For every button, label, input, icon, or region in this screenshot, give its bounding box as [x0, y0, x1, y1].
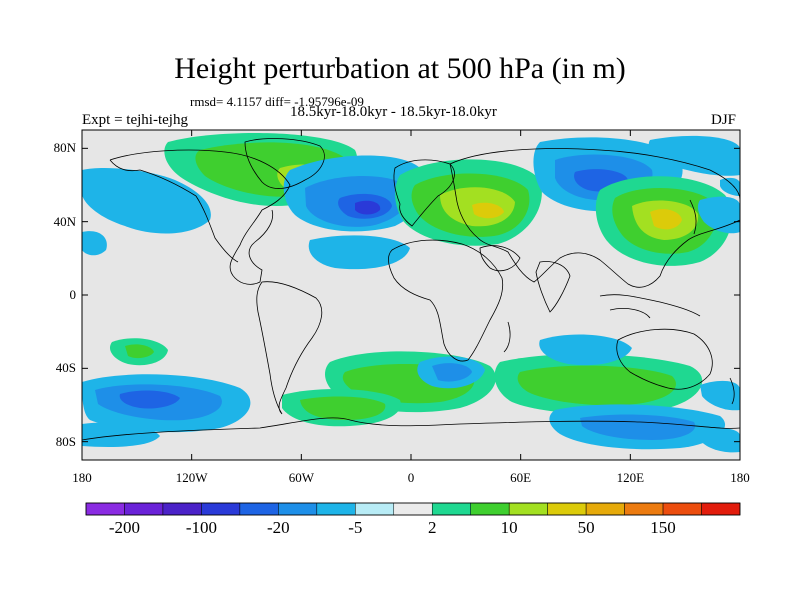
- coastline-greenland: [244, 138, 325, 189]
- latitude-label: 80N: [53, 140, 76, 156]
- field-contour: [432, 363, 472, 382]
- colorbar-swatch: [162, 502, 202, 516]
- colorbar-swatch: [624, 502, 664, 516]
- colorbar-swatch: [431, 502, 471, 516]
- coastline-new-zealand: [729, 377, 735, 405]
- colorbar-swatch: [470, 502, 510, 516]
- coastline-indonesia: [599, 294, 701, 319]
- longitude-label: 60W: [288, 470, 314, 485]
- latitude-label: 0: [69, 287, 77, 302]
- colorbar-swatch: [508, 502, 548, 516]
- field-contour: [82, 168, 211, 234]
- coastline-north-america: [109, 149, 291, 285]
- coastline-india: [535, 261, 571, 313]
- coastline-alaska-canada: [109, 159, 239, 263]
- rmsd-diff-stats: rmsd= 4.1157 diff= -1.95796e-09: [190, 94, 364, 109]
- colorbar-swatch: [701, 502, 741, 516]
- longitude-label: 0: [407, 470, 415, 485]
- latitude-label: 40N: [53, 213, 76, 229]
- colorbar-swatch: [316, 502, 356, 516]
- coastline-asia: [449, 148, 740, 288]
- latitude-ticks: [82, 147, 740, 443]
- field-contour: [720, 177, 740, 196]
- coastline-japan: [689, 199, 697, 235]
- longitude-ticks: [81, 130, 741, 460]
- colorbar-label: 10: [500, 518, 518, 537]
- colorbar-swatch: [662, 502, 702, 516]
- period-label: 18.5kyr-18.0kyr - 18.5kyr-18.0kyr: [290, 104, 497, 120]
- field-contour: [539, 334, 632, 366]
- colorbar-label: -200: [108, 518, 141, 537]
- colorbar-swatch: [239, 502, 279, 516]
- colorbar-swatch: [585, 502, 625, 516]
- colorbar-label: -100: [185, 518, 217, 537]
- colorbar-swatch: [547, 502, 587, 516]
- coastline-australia: [616, 328, 713, 390]
- field-contour: [472, 202, 504, 219]
- colorbar-label: 150: [650, 518, 676, 537]
- colorbar-label: -20: [267, 518, 290, 537]
- latitude-label: 80S: [55, 433, 76, 449]
- colorbar-swatch: [278, 502, 318, 516]
- longitude-label: 180: [730, 470, 750, 485]
- field-contour: [308, 235, 410, 270]
- colorbar: [85, 502, 741, 516]
- coastline-africa: [388, 239, 504, 362]
- colorbar-swatch: [85, 502, 125, 516]
- field-contour: [125, 344, 154, 359]
- field-contour: [82, 231, 107, 256]
- coastline-south-america: [256, 281, 323, 415]
- colorbar-label: 2: [427, 518, 437, 537]
- plot-title: Height perturbation at 500 hPa (in m): [174, 52, 626, 85]
- colorbar-label: 50: [577, 518, 595, 537]
- colorbar-swatch: [393, 502, 433, 516]
- coastlines: [82, 138, 740, 441]
- coastline-arabia: [479, 245, 521, 272]
- colorbar-frame: [85, 502, 741, 516]
- season-label: DJF: [711, 112, 737, 128]
- field-contour: [355, 200, 381, 215]
- colorbar-swatch: [355, 502, 395, 516]
- longitude-label: 60E: [510, 470, 532, 485]
- field-contour: [648, 135, 740, 176]
- field-contour: [119, 390, 180, 409]
- experiment-label: Expt = tejhi-tejhg: [82, 112, 188, 128]
- field-contour: [700, 380, 740, 411]
- field-contour: [700, 428, 740, 453]
- longitude-label: 120W: [175, 470, 208, 485]
- coastline-madagascar: [503, 321, 511, 353]
- longitude-label: 180: [72, 470, 92, 485]
- latitude-label: 40S: [55, 360, 76, 376]
- colorbar-label: -5: [348, 518, 363, 537]
- longitude-label: 120E: [616, 470, 645, 485]
- field-contour: [650, 209, 682, 230]
- field-contour: [300, 396, 386, 420]
- colorbar-swatch: [201, 502, 241, 516]
- coastline-antarctica: [82, 417, 740, 441]
- field-contour: [580, 414, 696, 440]
- height-perturbation-field: [82, 132, 740, 453]
- colorbar-swatch: [124, 502, 164, 516]
- coastline-europe: [393, 159, 455, 227]
